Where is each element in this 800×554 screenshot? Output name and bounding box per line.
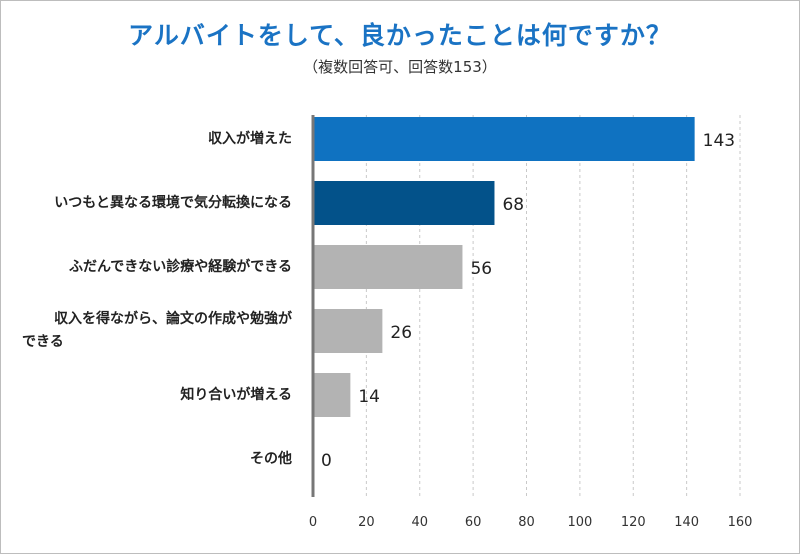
bar-1 bbox=[313, 181, 495, 225]
x-tick-label-80: 80 bbox=[518, 515, 535, 530]
category-label-3: 収入を得ながら、論文の作成や勉強ができる bbox=[22, 308, 292, 354]
category-label-line: 収入が増えた bbox=[208, 130, 292, 147]
value-label-3: 26 bbox=[390, 323, 412, 343]
chart-title: アルバイトをして、良かったことは何ですか？ bbox=[128, 21, 672, 50]
bar-3 bbox=[313, 309, 383, 353]
x-tick-label-140: 140 bbox=[674, 515, 699, 530]
bar-4 bbox=[313, 373, 351, 417]
bar-2 bbox=[313, 245, 463, 289]
category-label-line: ふだんできない診療や経験ができる bbox=[68, 258, 292, 275]
chart-subtitle: （複数回答可、回答数153） bbox=[303, 58, 497, 76]
value-label-2: 56 bbox=[470, 259, 492, 279]
x-tick-label-40: 40 bbox=[411, 515, 428, 530]
value-label-5: 0 bbox=[321, 451, 332, 471]
category-label-line: その他 bbox=[250, 450, 292, 467]
x-tick-label-20: 20 bbox=[358, 515, 375, 530]
category-label-line: いつもと異なる環境で気分転換になる bbox=[54, 194, 292, 211]
category-label-line: 収入を得ながら、論文の作成や勉強が bbox=[54, 311, 292, 327]
category-label-0: 収入が増えた bbox=[22, 128, 292, 151]
value-label-4: 14 bbox=[358, 387, 380, 407]
category-label-5: その他 bbox=[22, 448, 292, 471]
category-label-line: 知り合いが増える bbox=[180, 386, 292, 403]
x-tick-label-0: 0 bbox=[309, 515, 317, 530]
category-label-4: 知り合いが増える bbox=[22, 384, 292, 407]
value-label-0: 143 bbox=[703, 131, 735, 151]
value-label-1: 68 bbox=[502, 195, 524, 215]
x-tick-label-100: 100 bbox=[567, 515, 592, 530]
x-tick-label-120: 120 bbox=[621, 515, 646, 530]
category-label-1: いつもと異なる環境で気分転換になる bbox=[22, 192, 292, 215]
category-label-2: ふだんできない診療や経験ができる bbox=[22, 256, 292, 279]
x-tick-label-160: 160 bbox=[728, 515, 753, 530]
bar-0 bbox=[313, 117, 695, 161]
x-tick-label-60: 60 bbox=[465, 515, 482, 530]
category-label-line: できる bbox=[22, 334, 64, 350]
